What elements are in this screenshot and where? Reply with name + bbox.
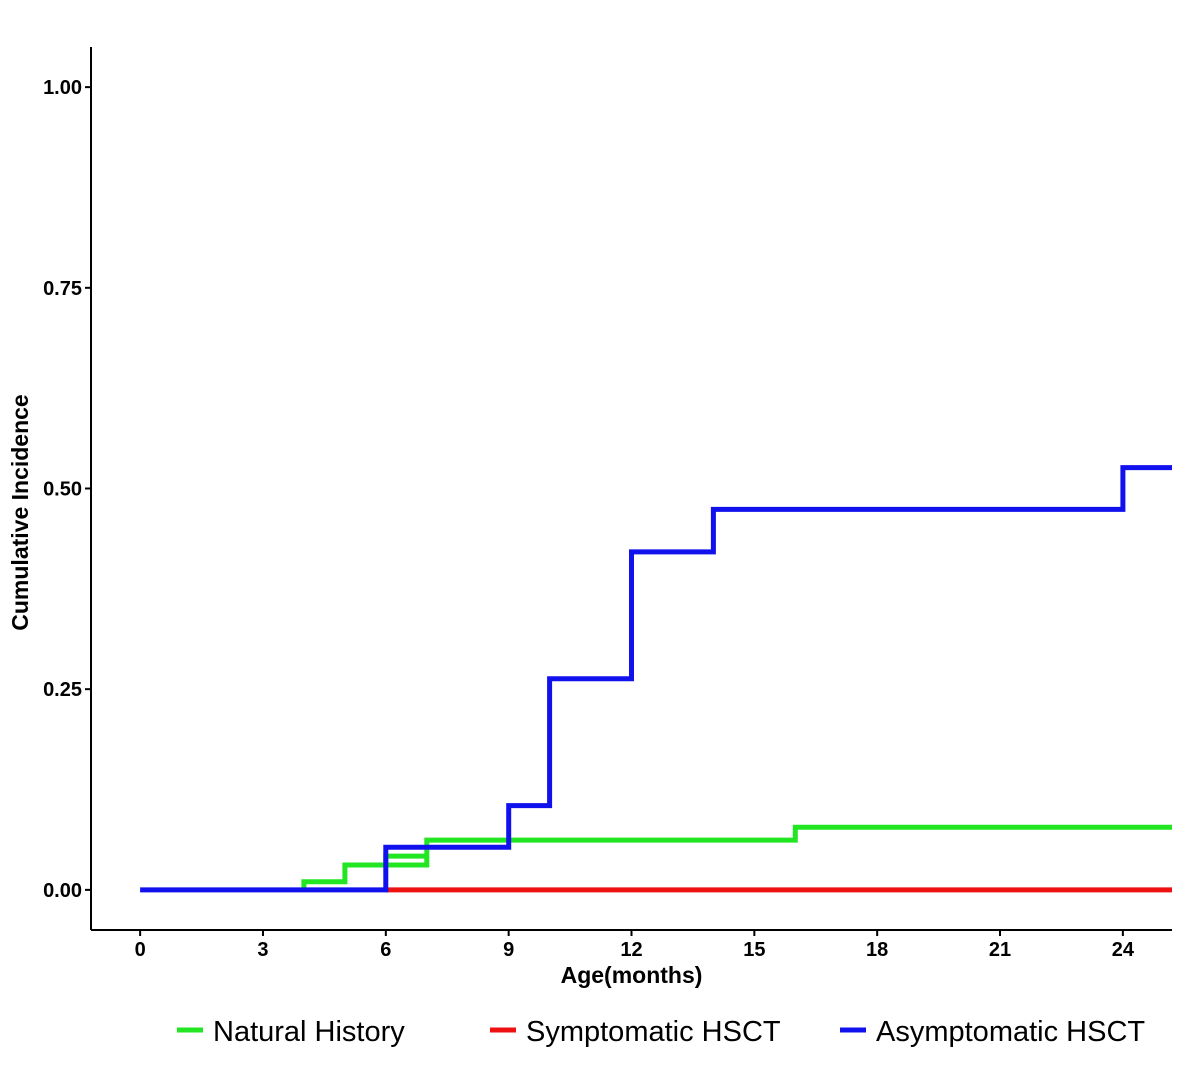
x-axis-ticks: 0 3 6 9 12 15 18 21 24 — [135, 930, 1135, 961]
series-line-asymptomatic-hsct — [140, 465, 1172, 893]
y-tick-label: 0.50 — [43, 479, 82, 501]
series-line-natural-history — [301, 824, 1172, 890]
y-tick-label: 0.75 — [43, 278, 82, 300]
x-tick-label: 3 — [257, 939, 268, 961]
x-tick-label: 0 — [135, 939, 146, 961]
legend-label-symptomatic-hsct: Symptomatic HSCT — [526, 1016, 781, 1048]
y-tick-label: 0.25 — [43, 679, 82, 701]
series-layer — [140, 465, 1172, 893]
x-tick-label: 15 — [743, 939, 765, 961]
x-tick-label: 18 — [866, 939, 888, 961]
x-axis-title: Age(months) — [561, 962, 703, 988]
legend-label-natural-history: Natural History — [213, 1016, 405, 1048]
y-axis-title: Cumulative Incidence — [7, 394, 33, 630]
y-axis-ticks: 0.00 0.25 0.50 0.75 1.00 — [43, 77, 91, 902]
x-tick-label: 9 — [503, 939, 514, 961]
x-tick-label: 12 — [620, 939, 642, 961]
legend-label-asymptomatic-hsct: Asymptomatic HSCT — [876, 1016, 1145, 1048]
legend: Natural History Symptomatic HSCT Asymptoma… — [177, 1016, 1145, 1048]
y-tick-label: 0.00 — [43, 880, 82, 902]
y-tick-label: 1.00 — [43, 77, 82, 99]
x-tick-label: 6 — [380, 939, 391, 961]
x-tick-label: 24 — [1112, 939, 1135, 961]
x-tick-label: 21 — [989, 939, 1011, 961]
